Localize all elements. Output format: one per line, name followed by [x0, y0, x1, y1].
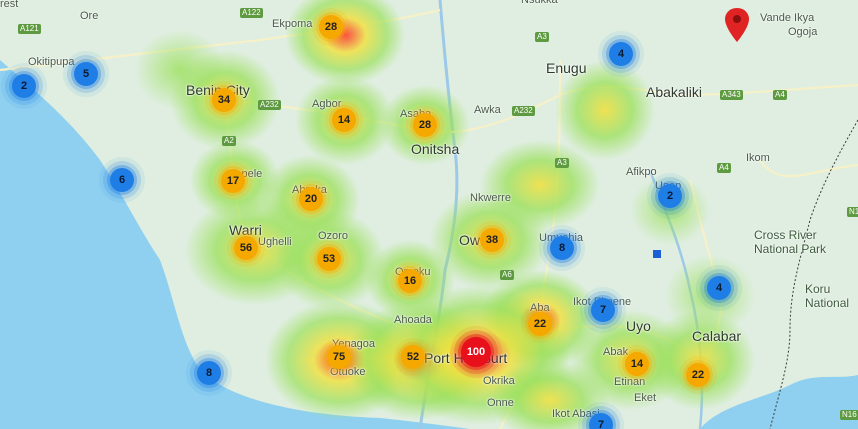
- road-a4-b: A4: [717, 163, 731, 173]
- cluster-marker-c18[interactable]: 7: [591, 298, 615, 322]
- place-ore: Ore: [80, 10, 99, 22]
- place-warri: Warri: [229, 222, 262, 238]
- cluster-marker-c13[interactable]: 53: [317, 247, 341, 271]
- place-cross-river-np: Cross River National Park: [754, 228, 827, 256]
- place-agbor: Agbor: [312, 98, 342, 110]
- cluster-marker-c20[interactable]: 75: [327, 345, 351, 369]
- cluster-marker-c4[interactable]: 5: [74, 62, 98, 86]
- cluster-marker-c1[interactable]: 28: [319, 15, 343, 39]
- cluster-marker-c16[interactable]: 16: [398, 269, 422, 293]
- cluster-marker-c26[interactable]: 7: [589, 413, 613, 429]
- place-ogoja: Ogoja: [788, 26, 818, 38]
- place-vande-ikya: Vande Ikya: [760, 12, 815, 24]
- road-a232: A232: [258, 100, 281, 110]
- road-a343: A343: [720, 90, 743, 100]
- place-okrika: Okrika: [483, 375, 515, 387]
- cluster-marker-c21[interactable]: 52: [401, 345, 425, 369]
- road-a122: A122: [240, 8, 263, 18]
- place-nsukka: Nsukka: [521, 0, 558, 6]
- location-pin-icon: [725, 8, 749, 42]
- place-calabar: Calabar: [692, 328, 742, 344]
- place-awka: Awka: [474, 104, 501, 116]
- place-afikpo: Afikpo: [626, 166, 657, 178]
- place-orest: rest: [0, 0, 19, 10]
- place-ughelli: Ughelli: [258, 236, 292, 248]
- cluster-marker-c22[interactable]: 100: [461, 337, 491, 367]
- place-eket: Eket: [634, 392, 657, 404]
- cluster-marker-c15[interactable]: 8: [550, 236, 574, 260]
- place-aba: Aba: [530, 302, 550, 314]
- cluster-marker-c2[interactable]: 4: [609, 42, 633, 66]
- cluster-marker-c23[interactable]: 14: [625, 352, 649, 376]
- cluster-marker-c11[interactable]: 2: [658, 184, 682, 208]
- cluster-marker-c25[interactable]: 8: [197, 361, 221, 385]
- place-etinan: Etinan: [614, 376, 646, 388]
- place-ekpoma: Ekpoma: [272, 18, 313, 30]
- place-abak: Abak: [603, 346, 629, 358]
- place-ahoada: Ahoada: [394, 314, 432, 326]
- sea-area-right: [700, 375, 858, 429]
- road-a121: A121: [18, 24, 41, 34]
- cluster-marker-c9[interactable]: 17: [221, 169, 245, 193]
- cluster-marker-c7[interactable]: 28: [413, 113, 437, 137]
- road-n16: N16: [847, 207, 858, 217]
- road-a3-b: A3: [555, 158, 569, 168]
- road-a3: A3: [535, 32, 549, 42]
- square-marker: [653, 250, 661, 258]
- cluster-marker-c10[interactable]: 20: [299, 187, 323, 211]
- place-onne: Onne: [487, 397, 514, 409]
- road-a4-a: A4: [773, 90, 787, 100]
- place-abakaliki: Abakaliki: [646, 84, 703, 100]
- cluster-marker-c14[interactable]: 38: [480, 228, 504, 252]
- place-uyo: Uyo: [626, 318, 651, 334]
- cluster-marker-c17[interactable]: 4: [707, 276, 731, 300]
- place-ikot-abasi: Ikot Abasi: [552, 408, 600, 420]
- place-enugu: Enugu: [546, 60, 587, 76]
- place-onitsha: Onitsha: [411, 141, 460, 157]
- place-korup-np: Koru National: [805, 282, 850, 310]
- place-ikom: Ikom: [746, 152, 770, 164]
- cluster-marker-c3[interactable]: 2: [12, 74, 36, 98]
- boundary-line: [769, 119, 858, 429]
- road-a232-b: A232: [512, 106, 535, 116]
- place-nkwerre: Nkwerre: [470, 192, 511, 204]
- road-n16-b: N16: [840, 410, 858, 420]
- cluster-marker-c5[interactable]: 34: [212, 88, 236, 112]
- cluster-marker-c19[interactable]: 22: [528, 312, 552, 336]
- road-a2-a: A2: [222, 136, 236, 146]
- cluster-marker-c8[interactable]: 6: [110, 168, 134, 192]
- place-otuoke: Otuoke: [330, 366, 366, 378]
- cluster-marker-c24[interactable]: 22: [686, 363, 710, 387]
- place-ozoro: Ozoro: [318, 230, 348, 242]
- place-okitipupa: Okitipupa: [28, 56, 75, 68]
- cluster-marker-c6[interactable]: 14: [332, 108, 356, 132]
- road-a6: A6: [500, 270, 514, 280]
- cluster-marker-c12[interactable]: 56: [234, 236, 258, 260]
- sea-area: [0, 60, 470, 429]
